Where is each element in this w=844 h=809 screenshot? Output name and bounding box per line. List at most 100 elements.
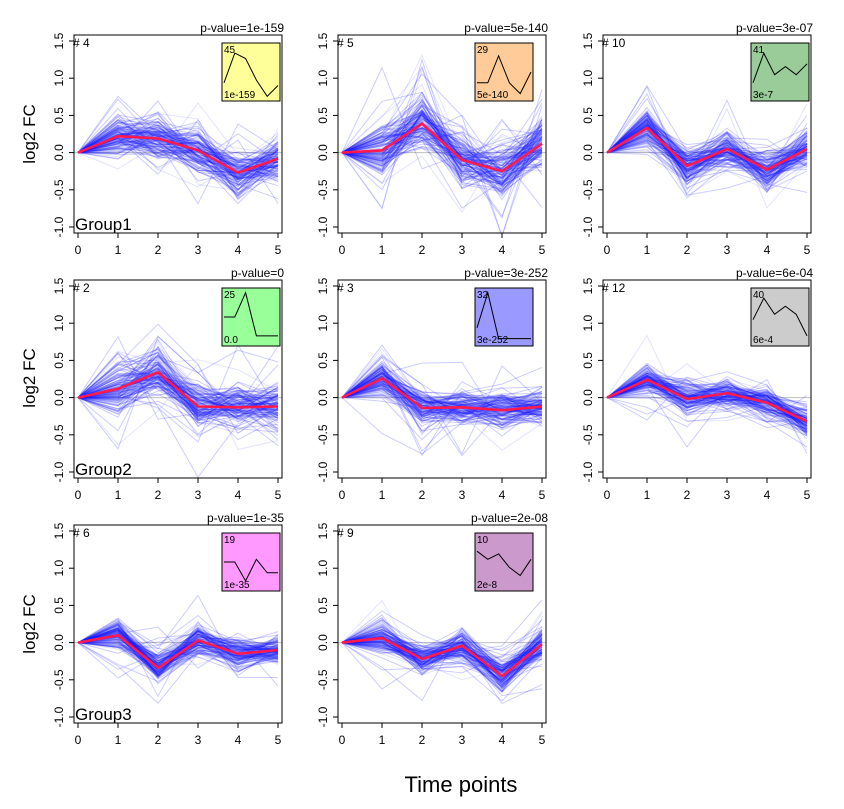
gene-profile-line: [341, 103, 543, 191]
cluster-panel: -1.0-0.50.00.51.01.50 1 2 3 4 5p-value=1e-159…: [52, 21, 284, 257]
x-tick-label: 1: [115, 488, 122, 502]
gene-profile-line: [341, 110, 543, 184]
gene-profile-line: [77, 132, 279, 173]
y-tick-label: 1.0: [52, 560, 66, 577]
gene-profile-line: [341, 631, 543, 688]
gene-profile-line: [606, 111, 808, 195]
gene-profile-line: [77, 100, 279, 163]
x-tick-label: 2: [684, 488, 691, 502]
gene-profile-line: [77, 624, 279, 675]
gene-profile-line: [341, 388, 543, 426]
gene-profile-line: [77, 641, 279, 673]
cluster-id-label: # 4: [73, 36, 90, 50]
gene-profile-line: [341, 365, 543, 417]
y-tick-label: 1.5: [581, 277, 595, 294]
gene-profile-line: [341, 640, 543, 669]
gene-profile-line: [341, 105, 543, 233]
gene-profile-line: [606, 394, 808, 433]
gene-profile-line: [77, 335, 279, 399]
gene-profile-line: [77, 113, 279, 194]
gene-profile-line: [606, 112, 808, 196]
gene-profile-line: [341, 113, 543, 165]
gene-profile-line: [606, 378, 808, 414]
gene-profile-line: [341, 361, 543, 427]
gene-profile-line: [77, 627, 279, 679]
x-tick-label: 5: [275, 243, 282, 257]
gene-profile-line: [341, 632, 543, 674]
y-tick-label: 1.0: [52, 315, 66, 332]
inset-count: 10: [477, 535, 489, 546]
gene-profile-line: [606, 375, 808, 418]
inset-count: 41: [753, 45, 765, 56]
gene-profile-line: [77, 636, 279, 674]
gene-profile-line: [341, 626, 543, 690]
x-tick-label: 0: [75, 733, 82, 747]
inset-profile-line: [476, 550, 532, 577]
gene-profile-line: [341, 640, 543, 668]
gene-profile-line: [77, 134, 278, 163]
gene-profile-line: [77, 632, 279, 668]
y-tick-label: -1.0: [52, 216, 66, 237]
gene-profile-line: [77, 130, 279, 182]
x-tick-label: 2: [419, 243, 426, 257]
gene-profile-line: [341, 386, 543, 422]
gene-profile-line: [77, 641, 279, 677]
gene-profile-line: [341, 375, 543, 426]
gene-profile-line: [77, 633, 279, 663]
gene-profile-line: [77, 627, 279, 657]
gene-profile-line: [606, 107, 808, 209]
gene-profile-line: [77, 139, 279, 177]
gene-profile-line: [77, 125, 279, 178]
gene-profile-line: [606, 139, 808, 165]
inset-count: 40: [753, 290, 765, 301]
gene-profile-line: [606, 114, 808, 169]
gene-profile-line: [77, 366, 279, 422]
gene-profile-line: [606, 112, 808, 167]
gene-profile-line: [341, 356, 543, 455]
gene-profile-line: [341, 619, 543, 663]
gene-profile-line: [341, 642, 543, 681]
gene-profile-line: [606, 375, 808, 425]
gene-profile-line: [77, 129, 279, 197]
cluster-inset: 19 1e-35: [221, 532, 281, 592]
gene-profile-line: [341, 640, 543, 685]
gene-profile-line: [606, 134, 808, 175]
gene-profile-line: [606, 368, 808, 427]
gene-profile-line: [606, 382, 808, 423]
gene-profile-line: [341, 371, 543, 420]
gene-profile-line: [341, 127, 543, 167]
gene-profile-line: [77, 638, 279, 658]
cluster-panel: -1.0 -0.5 0.0 0.5 1.0 1.5 0 1 2 3 4 5 p-value=0 # 2 Gr…: [52, 266, 284, 502]
gene-profile-line: [606, 376, 808, 414]
mean-profile-line: [341, 122, 543, 173]
gene-profile-line: [77, 629, 279, 676]
gene-profile-line: [606, 123, 808, 175]
gene-profile-line: [77, 373, 279, 412]
gene-profile-line: [606, 363, 808, 451]
gene-profile-line: [606, 99, 808, 192]
gene-profile-line: [341, 637, 543, 686]
gene-profile-line: [606, 118, 808, 168]
gene-profile-line: [77, 124, 279, 183]
gene-profile-line: [77, 131, 279, 164]
gene-profile-line: [606, 374, 808, 437]
gene-profile-line: [77, 361, 279, 428]
y-tick-label: -1.0: [316, 706, 330, 727]
y-tick-label: 0.0: [316, 144, 330, 161]
gene-profile-line: [341, 368, 543, 414]
gene-profile-line: [77, 376, 279, 427]
inset-pvalue: 2e-8: [477, 580, 497, 591]
gene-profile-line: [606, 118, 808, 183]
gene-profile-line: [341, 395, 543, 424]
gene-profile-line: [77, 381, 279, 417]
gene-profile-line: [341, 103, 543, 178]
gene-profile-line: [77, 122, 279, 179]
gene-profile-line: [606, 123, 808, 193]
gene-profile-line: [77, 381, 279, 419]
gene-profile-line: [606, 122, 808, 187]
gene-profile-line: [77, 133, 279, 174]
gene-profile-line: [77, 628, 279, 666]
gene-profile-line: [341, 126, 543, 167]
y-axis: -1.0 -0.5 0.0 0.5 1.0 1.5: [52, 32, 74, 237]
gene-profile-line: [606, 122, 808, 176]
